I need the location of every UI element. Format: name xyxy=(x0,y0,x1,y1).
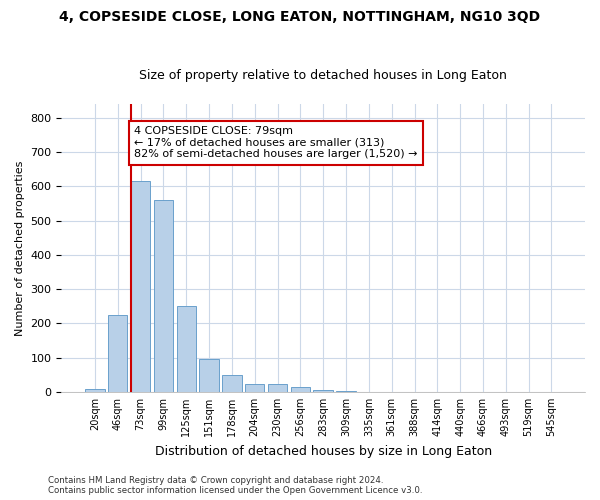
Text: 4, COPSESIDE CLOSE, LONG EATON, NOTTINGHAM, NG10 3QD: 4, COPSESIDE CLOSE, LONG EATON, NOTTINGH… xyxy=(59,10,541,24)
Bar xyxy=(108,315,127,392)
Bar xyxy=(337,391,356,392)
Bar xyxy=(290,387,310,392)
Y-axis label: Number of detached properties: Number of detached properties xyxy=(15,160,25,336)
Bar xyxy=(154,200,173,392)
Bar xyxy=(85,388,104,392)
Bar xyxy=(199,360,219,392)
Bar xyxy=(313,390,333,392)
Bar xyxy=(245,384,265,392)
Bar xyxy=(222,376,242,392)
Text: Contains HM Land Registry data © Crown copyright and database right 2024.
Contai: Contains HM Land Registry data © Crown c… xyxy=(48,476,422,495)
Text: 4 COPSESIDE CLOSE: 79sqm
← 17% of detached houses are smaller (313)
82% of semi-: 4 COPSESIDE CLOSE: 79sqm ← 17% of detach… xyxy=(134,126,418,160)
Title: Size of property relative to detached houses in Long Eaton: Size of property relative to detached ho… xyxy=(139,69,507,82)
Bar xyxy=(131,181,150,392)
Bar xyxy=(176,306,196,392)
Bar xyxy=(268,384,287,392)
X-axis label: Distribution of detached houses by size in Long Eaton: Distribution of detached houses by size … xyxy=(155,444,492,458)
